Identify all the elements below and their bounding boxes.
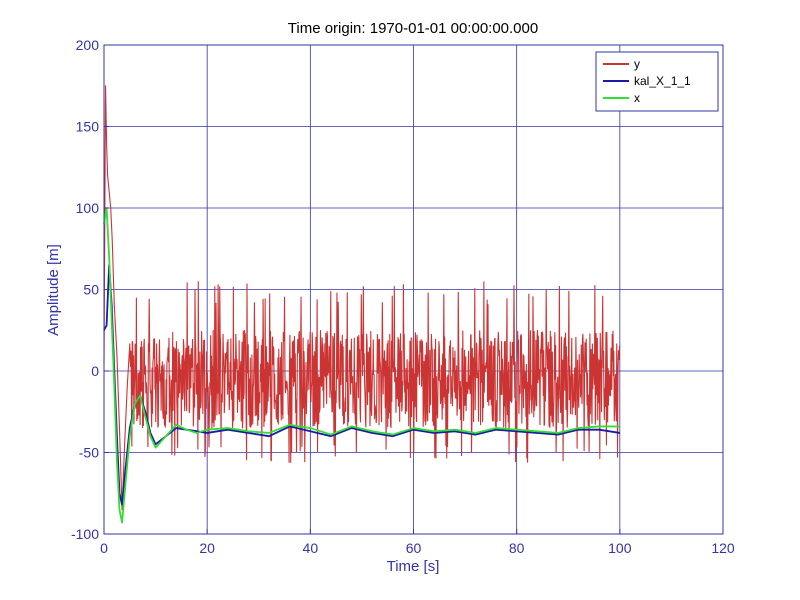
ticks: 0 20 40 60 80 100 120 -100 -50 0 50 100 150 200: [71, 37, 735, 556]
legend-label: kal_X_1_1: [634, 74, 691, 88]
x-tick-label: 40: [303, 540, 319, 556]
y-tick-label: 50: [83, 282, 99, 298]
x-tick-label: 20: [199, 540, 215, 556]
series-line-x: [103, 207, 620, 524]
y-tick-label: 0: [91, 363, 99, 379]
y-tick-label: 100: [76, 200, 100, 216]
x-axis-label: Time [s]: [387, 558, 440, 575]
series-layer: [103, 85, 621, 524]
chart-title: Time origin: 1970-01-01 00:00:00.000: [288, 20, 538, 37]
x-tick-label: 60: [406, 540, 422, 556]
y-tick-label: 150: [76, 119, 100, 135]
series-line-y: [103, 85, 621, 511]
y-tick-label: -50: [79, 445, 99, 461]
x-tick-label: 80: [509, 540, 525, 556]
y-axis-label: Amplitude [m]: [45, 244, 62, 336]
y-tick-label: -100: [71, 526, 99, 542]
legend-label: y: [634, 57, 640, 71]
x-tick-label: 120: [711, 540, 735, 556]
legend: y kal_X_1_1x: [595, 51, 719, 112]
legend-label: x: [634, 91, 640, 105]
x-tick-label: 0: [100, 540, 108, 556]
series-line-kal-x-1-1: [103, 264, 620, 506]
x-tick-label: 100: [608, 540, 632, 556]
y-tick-label: 200: [76, 37, 100, 53]
